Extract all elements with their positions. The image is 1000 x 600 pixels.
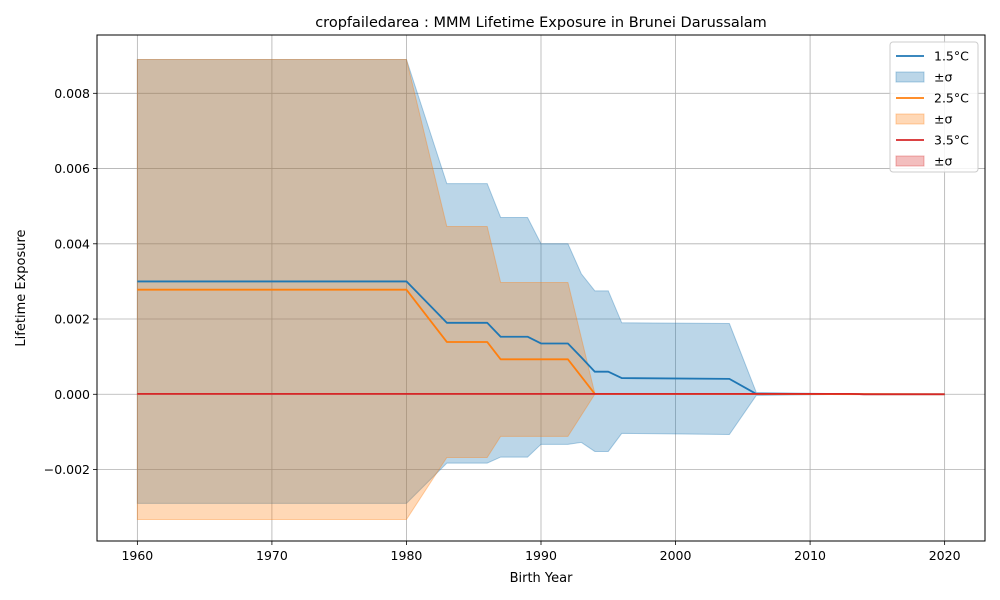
x-tick-label: 1960 [121, 548, 153, 563]
y-tick-label: 0.004 [54, 236, 90, 251]
legend-label: ±σ [934, 154, 952, 169]
x-tick-label: 2020 [929, 548, 961, 563]
y-tick-label: 0.002 [54, 312, 90, 327]
y-tick-label: 0.008 [54, 86, 90, 101]
chart-title: cropfailedarea : MMM Lifetime Exposure i… [315, 15, 767, 31]
legend-label: 2.5°C [934, 91, 969, 106]
x-tick-label: 1970 [256, 548, 288, 563]
x-tick-label: 2000 [660, 548, 692, 563]
legend-band-swatch [895, 113, 925, 125]
y-axis-ticks: −0.002 0.000 0.002 0.004 0.006 0.008 [44, 86, 97, 477]
series-lines [137, 280, 945, 396]
y-tick-label: 0.000 [54, 387, 90, 402]
legend-label: 1.5°C [934, 49, 969, 64]
legend-band-swatch [895, 71, 925, 83]
y-tick-label: 0.006 [54, 161, 90, 176]
x-axis-label: Birth Year [510, 571, 574, 586]
x-tick-label: 1990 [525, 548, 557, 563]
x-axis-ticks: 1960 1970 1980 1990 2000 2010 2020 [121, 541, 961, 563]
legend-label: 3.5°C [934, 133, 969, 148]
legend-label: ±σ [934, 70, 952, 85]
legend-band-swatch [895, 155, 925, 167]
legend-label: ±σ [934, 112, 952, 127]
x-tick-label: 1980 [391, 548, 423, 563]
x-tick-label: 2010 [794, 548, 826, 563]
legend: 1.5°C ±σ 2.5°C ±σ 3.5°C ±σ [889, 41, 979, 173]
y-axis-label: Lifetime Exposure [14, 229, 29, 346]
y-tick-label: −0.002 [44, 462, 90, 477]
